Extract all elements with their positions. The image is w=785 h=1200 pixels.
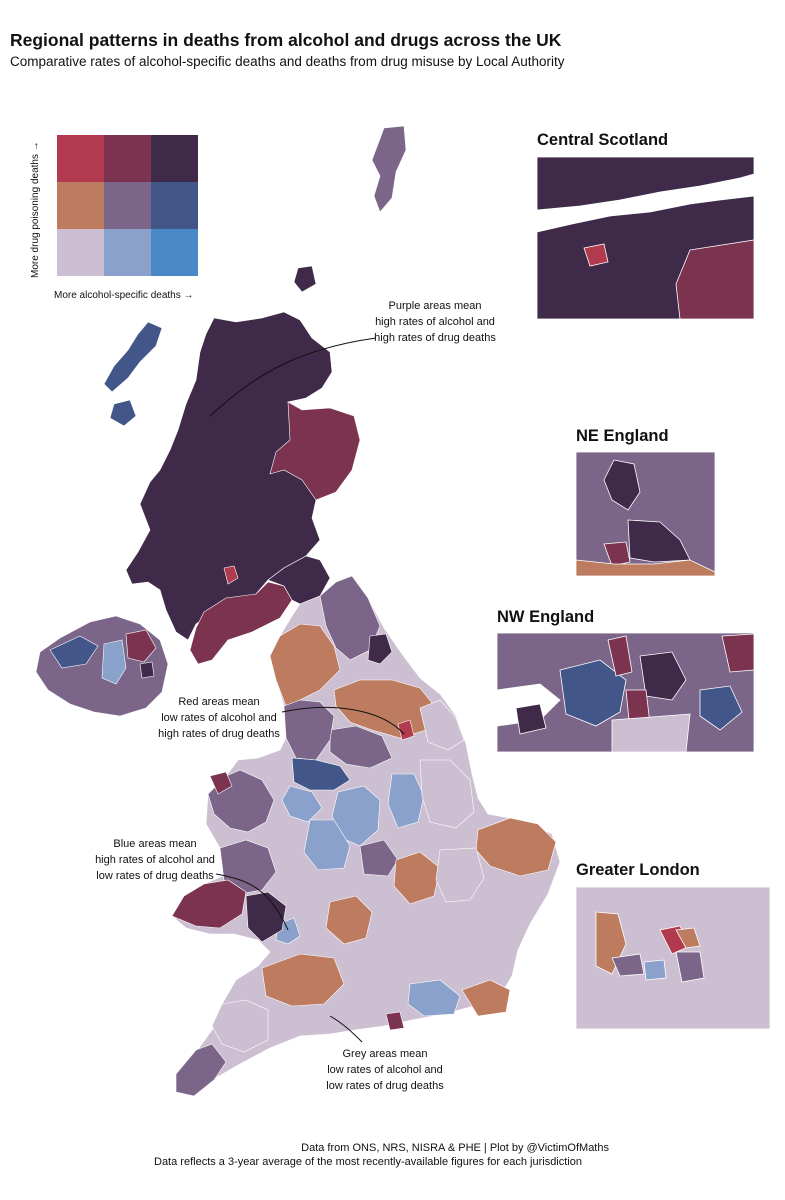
legend-x-label: More alcohol-specific deaths → xyxy=(54,290,194,301)
lincolnshire xyxy=(419,759,475,829)
footer-note: Data reflects a 3-year average of the mo… xyxy=(154,1156,582,1168)
annotation-blue: Blue areas mean high rates of alcohol an… xyxy=(80,836,230,884)
northamptonshire xyxy=(393,851,441,905)
inset-central-scotland xyxy=(536,156,755,320)
annotation-grey-line3: low rates of drug deaths xyxy=(326,1080,444,1092)
cambridgeshire xyxy=(435,847,485,903)
wiltshire xyxy=(261,953,345,1007)
hampshire xyxy=(407,979,461,1017)
scotland-map xyxy=(103,125,407,665)
annotation-purple: Purple areas mean high rates of alcohol … xyxy=(360,298,510,346)
oxfordshire xyxy=(325,895,373,945)
hull xyxy=(397,719,415,741)
annotation-red: Red areas mean low rates of alcohol and … xyxy=(144,694,294,742)
legend-cell-r1-c1 xyxy=(104,182,151,229)
norfolk-suffolk xyxy=(475,817,557,877)
scotland-mainland xyxy=(125,311,361,641)
east-sussex-kent xyxy=(461,979,511,1017)
legend-cell-r1-c0 xyxy=(57,182,104,229)
dumfries-galloway xyxy=(189,581,293,665)
northern-ireland-map xyxy=(35,615,169,717)
annotation-grey-line1: Grey areas mean xyxy=(342,1048,428,1060)
legend-y-label: More drug poisoning deaths → xyxy=(30,141,41,278)
aberdeenshire xyxy=(269,401,361,501)
inset-title-ne-england: NE England xyxy=(576,427,669,445)
bivariate-legend xyxy=(57,135,198,276)
annotation-blue-line1: Blue areas mean xyxy=(113,838,197,850)
annotation-grey-line2: low rates of alcohol and xyxy=(327,1064,443,1076)
glasgow-area xyxy=(223,565,239,585)
annotation-red-line2: low rates of alcohol and xyxy=(161,712,277,724)
merseyside-manchester xyxy=(291,757,351,791)
annotation-red-line3: high rates of drug deaths xyxy=(158,728,280,740)
annotation-grey: Grey areas mean low rates of alcohol and… xyxy=(310,1046,460,1094)
inset-greater-london xyxy=(575,886,771,1030)
staffordshire-wm xyxy=(303,819,351,871)
annotation-lines xyxy=(209,337,405,1043)
footer-source: Data from ONS, NRS, NISRA & PHE | Plot b… xyxy=(301,1142,609,1154)
annotation-purple-line2: high rates of alcohol and xyxy=(375,316,495,328)
inset-nw-england xyxy=(496,632,755,753)
southampton-portsmouth xyxy=(385,1011,405,1031)
lancashire xyxy=(283,699,335,761)
inset-title-nw-england: NW England xyxy=(497,608,595,626)
orkney xyxy=(293,265,317,293)
legend-cell-r0-c1 xyxy=(104,135,151,182)
wales-valleys xyxy=(245,891,287,943)
legend-cell-r2-c1 xyxy=(104,229,151,276)
legend-cell-r0-c0 xyxy=(57,135,104,182)
nottinghamshire xyxy=(387,773,425,829)
skye xyxy=(109,399,137,427)
scottish-borders xyxy=(267,555,331,605)
devon xyxy=(211,999,269,1053)
tyne-wear xyxy=(367,633,393,665)
annotation-purple-line3: high rates of drug deaths xyxy=(374,332,496,344)
cornwall xyxy=(175,1043,227,1097)
page-title: Regional patterns in deaths from alcohol… xyxy=(10,30,562,50)
england-wales-map xyxy=(171,575,561,1097)
derbyshire xyxy=(331,785,381,847)
legend-cell-r0-c2 xyxy=(151,135,198,182)
annotation-blue-line2: high rates of alcohol and xyxy=(95,854,215,866)
orkney-shetland xyxy=(371,125,407,213)
legend-cell-r2-c2 xyxy=(151,229,198,276)
legend-cell-r2-c0 xyxy=(57,229,104,276)
wales-south-west xyxy=(171,879,247,929)
inset-title-central-scotland: Central Scotland xyxy=(537,131,669,149)
legend-cell-r1-c2 xyxy=(151,182,198,229)
west-yorkshire xyxy=(329,725,393,769)
wales-anglesey xyxy=(209,771,233,795)
cheshire xyxy=(281,785,323,823)
inset-ne-england xyxy=(575,451,716,577)
outer-hebrides xyxy=(103,321,163,393)
annotation-blue-line3: low rates of drug deaths xyxy=(96,870,214,882)
inset-title-greater-london: Greater London xyxy=(576,861,700,879)
page-subtitle: Comparative rates of alcohol-specific de… xyxy=(10,54,565,69)
east-yorkshire xyxy=(419,699,465,751)
leicestershire xyxy=(359,839,399,877)
annotation-purple-line1: Purple areas mean xyxy=(388,300,482,312)
annotation-red-line1: Red areas mean xyxy=(178,696,260,708)
cumbria xyxy=(269,623,341,707)
